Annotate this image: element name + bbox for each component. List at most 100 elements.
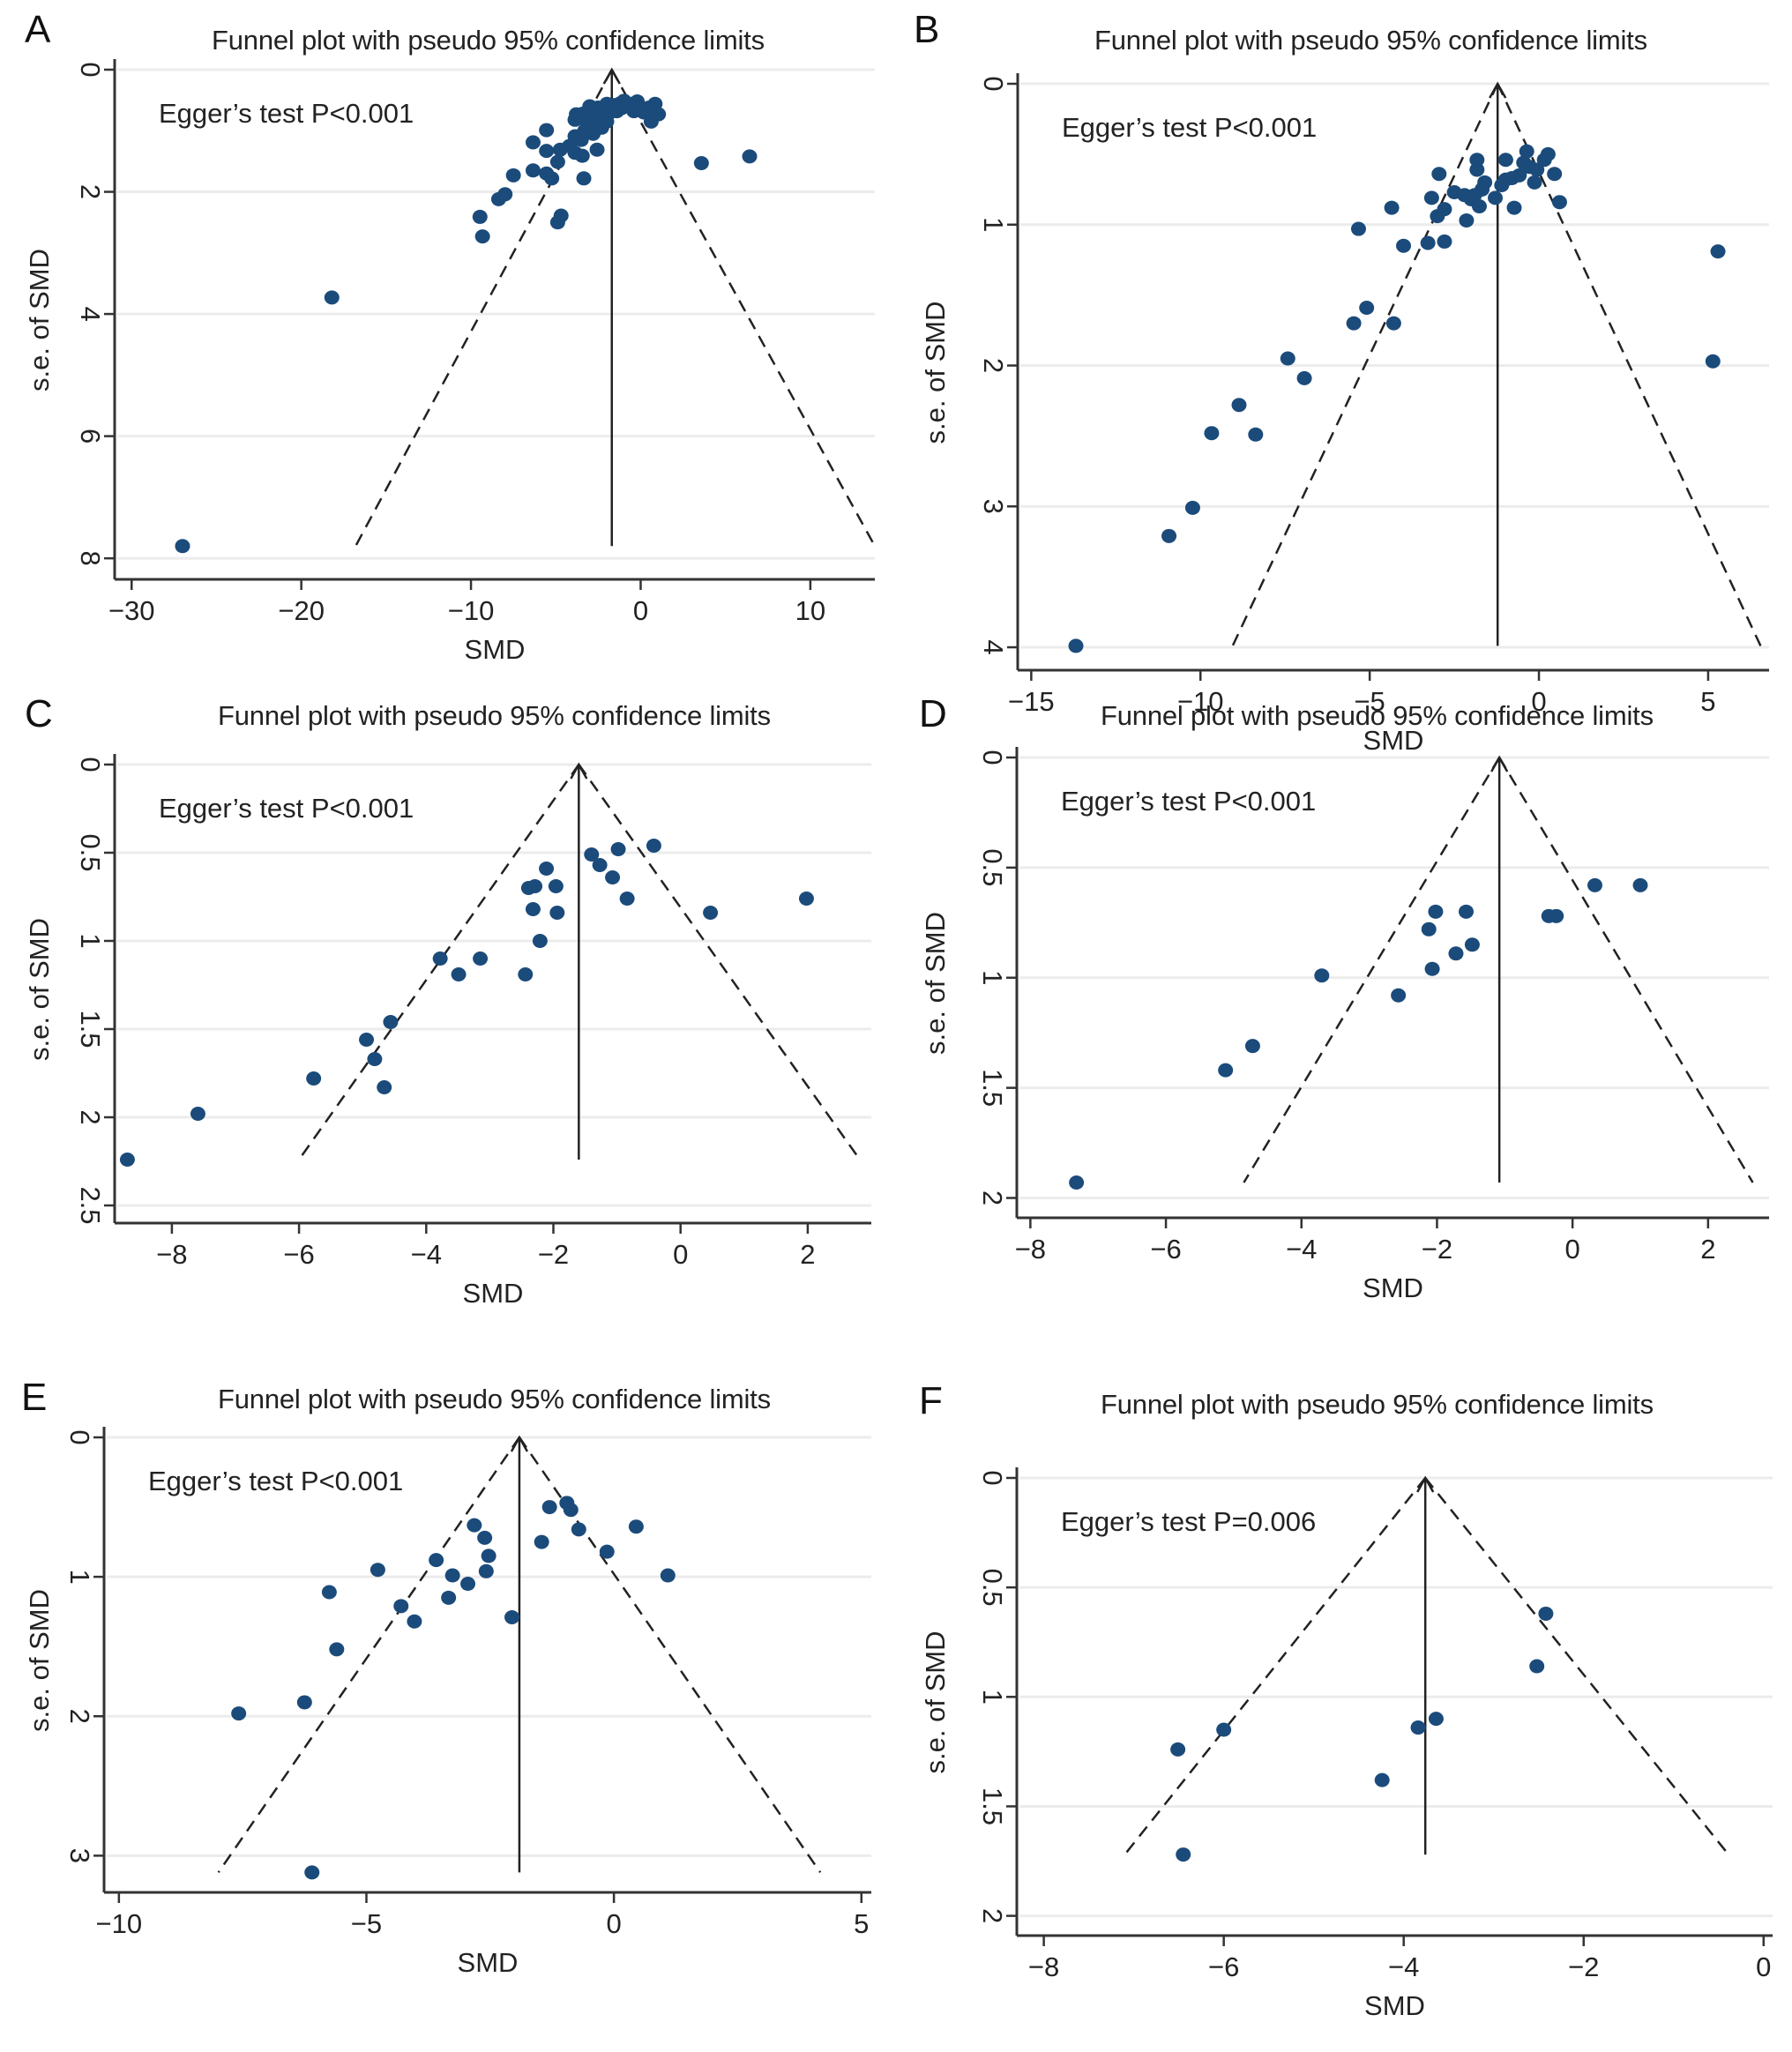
data-point <box>190 1107 205 1121</box>
data-point <box>441 1590 457 1605</box>
data-point <box>1170 1742 1186 1757</box>
data-point <box>1161 528 1177 543</box>
x-tick-label: −4 <box>1286 1234 1317 1265</box>
x-tick-label: −2 <box>1568 1951 1599 1982</box>
data-point <box>175 539 190 554</box>
y-tick-label: 2 <box>64 1709 95 1724</box>
x-tick-label: −10 <box>96 1908 143 1939</box>
data-point <box>1477 175 1493 190</box>
data-point <box>1448 946 1464 961</box>
data-point <box>451 967 467 981</box>
x-tick-label: −6 <box>1208 1951 1239 1982</box>
x-tick-label: 0 <box>1565 1234 1580 1265</box>
data-point <box>1464 937 1480 952</box>
x-tick-label: 2 <box>1700 1234 1715 1265</box>
data-point <box>377 1080 392 1094</box>
y-tick-label: 0 <box>977 1470 1008 1485</box>
x-tick-label: −8 <box>1028 1951 1059 1982</box>
y-tick-label: 4 <box>978 639 1009 654</box>
data-point <box>1516 155 1532 170</box>
y-tick-label: 0 <box>75 757 106 772</box>
data-point <box>525 163 541 178</box>
data-point <box>1469 153 1485 168</box>
data-point <box>525 135 541 150</box>
data-point <box>1216 1722 1232 1737</box>
x-tick-label: 0 <box>1531 686 1546 717</box>
x-axis-title: SMD <box>465 634 526 665</box>
pooled-effect-arrowhead <box>570 762 588 780</box>
x-tick-label: 5 <box>1700 686 1715 717</box>
funnel-left-limit <box>217 1436 520 1874</box>
y-tick-label: 1.5 <box>977 1787 1008 1825</box>
x-tick-label: 0 <box>633 595 648 626</box>
y-axis-title: s.e. of SMD <box>920 912 951 1055</box>
x-tick-label: −10 <box>1177 686 1224 717</box>
egger-test-annotation: Egger’s test P<0.001 <box>1062 112 1317 143</box>
data-point <box>630 94 646 109</box>
data-point <box>497 187 513 202</box>
y-tick-label: 1 <box>977 1690 1008 1705</box>
funnel-plot-e: 0 1 2 3 −10 −5 0 5 SMD s.e. of SMD Egger’s test P<… <box>24 1427 871 1978</box>
data-point <box>1421 922 1437 936</box>
x-tick-label: −10 <box>448 595 495 626</box>
panel-letter: E <box>21 1376 48 1419</box>
y-tick-label: 0.5 <box>977 1569 1008 1607</box>
data-point <box>660 1568 676 1583</box>
panel-f: F Funnel plot with pseudo 95% confidence… <box>896 1362 1792 2052</box>
data-point <box>605 870 621 884</box>
data-point <box>1280 351 1295 366</box>
data-point <box>1551 195 1567 210</box>
data-point <box>1519 144 1534 159</box>
funnel-right-limit <box>1497 83 1762 646</box>
y-tick-label: 6 <box>75 429 106 444</box>
x-tick-label: −6 <box>283 1239 314 1270</box>
data-point <box>1538 1606 1554 1621</box>
egger-test-annotation: Egger’s test P<0.001 <box>1061 786 1316 817</box>
panel-letter: A <box>25 8 51 51</box>
pooled-effect-arrowhead <box>1416 1475 1435 1493</box>
data-point <box>527 879 543 893</box>
funnel-plot-b: 0 1 2 3 4 −15 −10 −5 0 5 SMD s.e. of SMD Egger’s tes… <box>920 73 1769 756</box>
y-tick-label: 3 <box>978 499 1009 514</box>
data-point <box>367 1052 383 1066</box>
data-point <box>534 1534 549 1549</box>
data-point <box>296 1695 312 1710</box>
pooled-effect-arrowhead <box>510 1435 529 1452</box>
data-point <box>429 1553 444 1568</box>
egger-test-annotation: Egger’s test P<0.001 <box>159 793 414 824</box>
data-point <box>610 842 626 856</box>
data-point <box>619 892 635 906</box>
x-tick-label: −8 <box>1015 1234 1046 1265</box>
data-point <box>1459 213 1475 228</box>
funnel-plot-a: 0 2 4 6 8 −30 −20 −10 0 10 SMD s.e. of SMD Egger’s t… <box>24 59 877 665</box>
data-point <box>595 102 611 117</box>
egger-test-annotation: Egger’s test P=0.006 <box>1061 1506 1316 1537</box>
panel-letter: F <box>919 1379 943 1422</box>
data-point <box>584 847 600 862</box>
x-tick-label: −15 <box>1008 686 1055 717</box>
funnel-plot-d: 0 0.5 1 1.5 2 −8 −6 −4 −2 0 2 SMD s.e. of SMD Egger’s… <box>920 747 1769 1303</box>
data-point <box>703 906 719 920</box>
data-point <box>504 1609 520 1624</box>
funnel-right-limit <box>578 764 862 1160</box>
x-tick-label: −6 <box>1150 1234 1181 1265</box>
y-tick-label: 1 <box>75 933 106 948</box>
y-tick-label: 0.5 <box>977 848 1008 886</box>
y-tick-label: 1 <box>977 970 1008 985</box>
funnel-left-limit <box>1231 83 1499 646</box>
data-point <box>1547 167 1563 182</box>
data-point <box>1218 1063 1234 1078</box>
x-tick-label: 10 <box>795 595 825 626</box>
y-tick-label: 2 <box>977 1190 1008 1205</box>
panel-b: B Funnel plot with pseudo 95% confidence… <box>896 0 1792 756</box>
pooled-effect-arrowhead <box>602 67 621 85</box>
y-tick-label: 1.5 <box>75 1010 106 1048</box>
egger-test-annotation: Egger’s test P<0.001 <box>148 1466 403 1496</box>
data-point <box>576 171 592 186</box>
data-point <box>1346 316 1362 331</box>
data-point <box>1437 202 1452 217</box>
egger-test-annotation: Egger’s test P<0.001 <box>159 98 414 129</box>
data-point <box>573 132 589 147</box>
data-point <box>1410 1720 1426 1735</box>
funnel-right-limit <box>610 69 877 547</box>
